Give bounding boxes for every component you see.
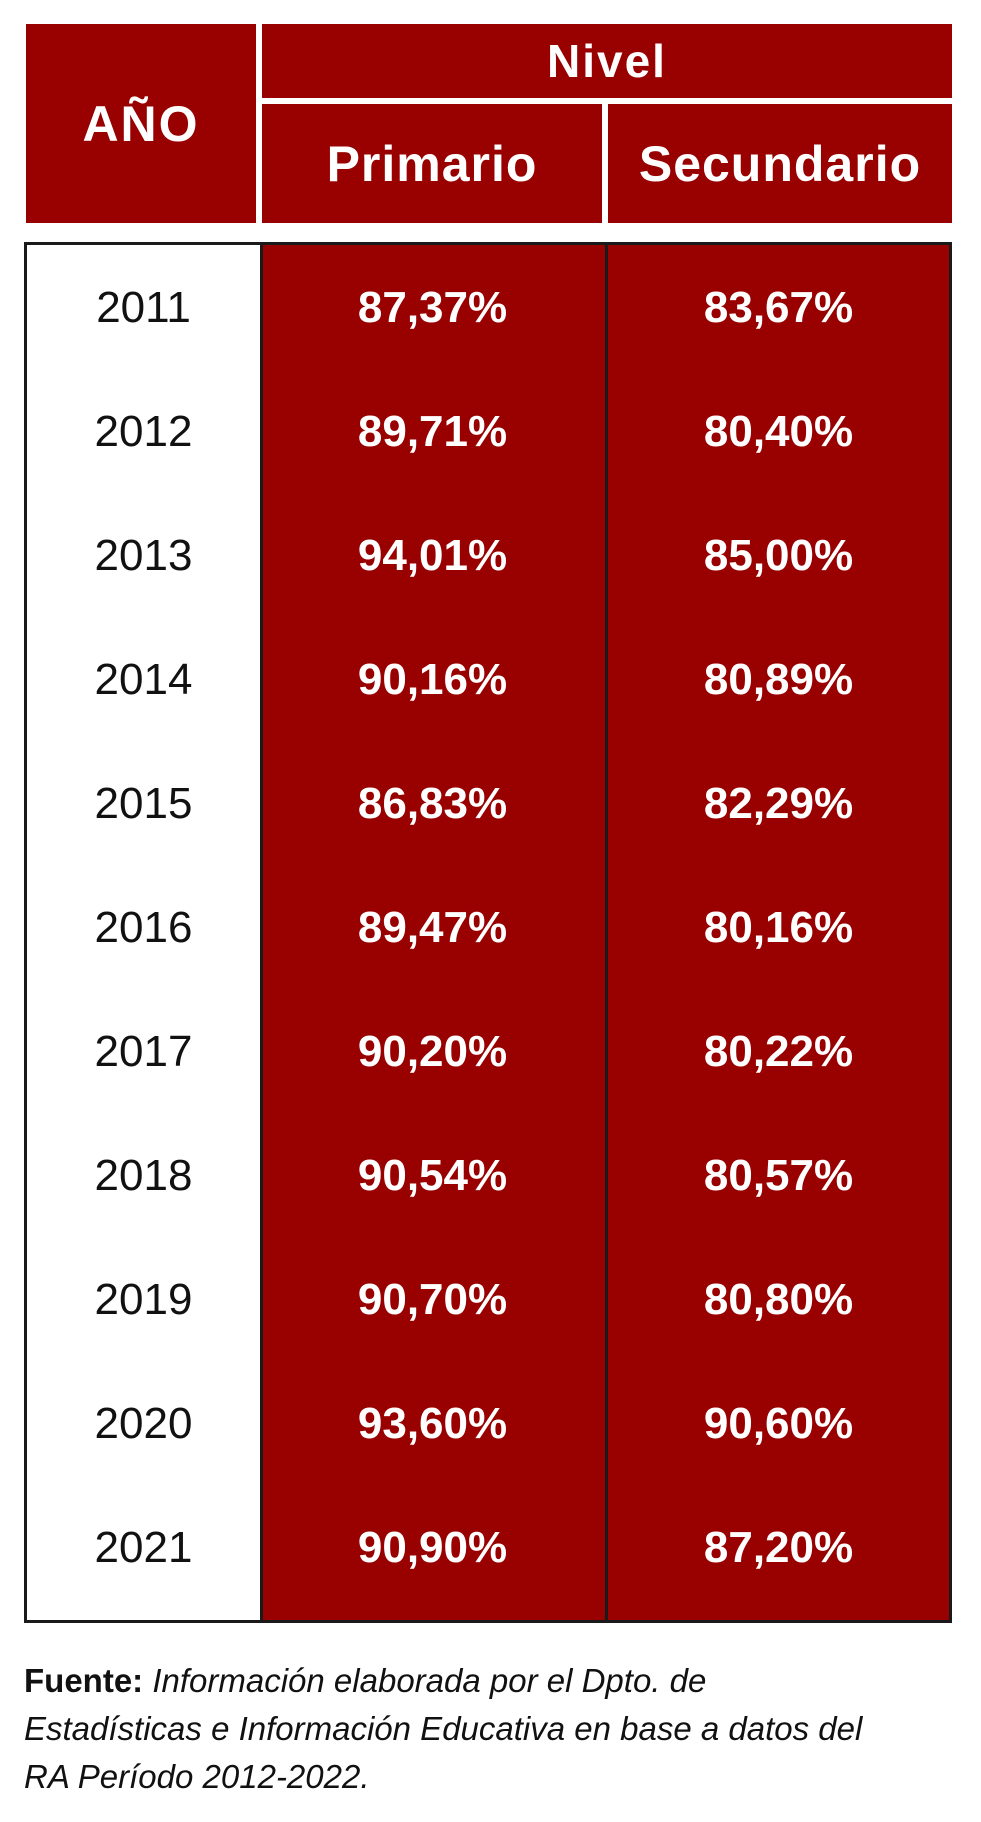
table-row: 2018 90,54% 80,57% xyxy=(27,1114,949,1238)
year-cell: 2012 xyxy=(94,407,193,456)
primario-value-cell: 89,71% xyxy=(357,407,508,456)
secundario-value-cell: 82,29% xyxy=(703,779,854,828)
secundario-value-cell: 80,80% xyxy=(703,1275,854,1324)
primario-value-cell: 90,16% xyxy=(357,655,508,704)
year-cell: 2017 xyxy=(94,1027,193,1076)
table-row: 2011 87,37% 83,67% xyxy=(27,246,949,370)
secundario-value-cell: 80,22% xyxy=(703,1027,854,1076)
primario-column-background xyxy=(260,245,605,1620)
secundario-value-cell: 83,67% xyxy=(703,283,854,332)
primario-value-cell: 94,01% xyxy=(357,531,508,580)
header-level-group: Nivel xyxy=(262,24,952,98)
table-row: 2013 94,01% 85,00% xyxy=(27,494,949,618)
table-row: 2014 90,16% 80,89% xyxy=(27,618,949,742)
table-row: 2015 86,83% 82,29% xyxy=(27,742,949,866)
header-secundario: Secundario xyxy=(608,104,952,223)
primario-value-cell: 87,37% xyxy=(357,283,508,332)
source-label: Fuente: xyxy=(24,1662,144,1699)
table-row: 2012 89,71% 80,40% xyxy=(27,370,949,494)
data-table: 2011 87,37% 83,67% 2012 89,71% 80,40% 2013 94,0… xyxy=(24,242,952,1623)
secundario-value-cell: 80,89% xyxy=(703,655,854,704)
table-row: 2020 93,60% 90,60% xyxy=(27,1362,949,1486)
secundario-value-cell: 87,20% xyxy=(703,1523,854,1572)
year-cell: 2013 xyxy=(94,531,193,580)
secundario-value-cell: 80,57% xyxy=(703,1151,854,1200)
year-cell: 2011 xyxy=(96,283,191,332)
table-row: 2021 90,90% 87,20% xyxy=(27,1486,949,1610)
primario-value-cell: 90,54% xyxy=(357,1151,508,1200)
secundario-value-cell: 80,16% xyxy=(703,903,854,952)
table-row: 2017 90,20% 80,22% xyxy=(27,990,949,1114)
header-year: AÑO xyxy=(26,24,256,223)
year-cell: 2015 xyxy=(94,779,193,828)
year-cell: 2016 xyxy=(94,903,193,952)
secundario-value-cell: 80,40% xyxy=(703,407,854,456)
source-line-1: Información elaborada por el Dpto. de xyxy=(152,1662,707,1699)
secundario-column-background xyxy=(605,245,949,1620)
year-cell: 2018 xyxy=(94,1151,193,1200)
year-cell: 2019 xyxy=(94,1275,193,1324)
year-cell: 2020 xyxy=(94,1399,193,1448)
source-line-2: Estadísticas e Información Educativa en … xyxy=(24,1710,863,1747)
table-row: 2016 89,47% 80,16% xyxy=(27,866,949,990)
secundario-value-cell: 90,60% xyxy=(703,1399,854,1448)
table-row: 2019 90,70% 80,80% xyxy=(27,1238,949,1362)
primario-value-cell: 90,70% xyxy=(357,1275,508,1324)
year-cell: 2021 xyxy=(94,1523,193,1572)
primario-value-cell: 89,47% xyxy=(357,903,508,952)
primario-value-cell: 90,90% xyxy=(357,1523,508,1572)
year-cell: 2014 xyxy=(94,655,193,704)
secundario-value-cell: 85,00% xyxy=(703,531,854,580)
primario-value-cell: 90,20% xyxy=(357,1027,508,1076)
source-note: Fuente: Información elaborada por el Dpt… xyxy=(24,1657,924,1801)
primario-value-cell: 86,83% xyxy=(357,779,508,828)
header-primario: Primario xyxy=(262,104,602,223)
primario-value-cell: 93,60% xyxy=(357,1399,508,1448)
table-body: 2011 87,37% 83,67% 2012 89,71% 80,40% 2013 94,0… xyxy=(27,245,949,1620)
source-line-3: RA Período 2012-2022. xyxy=(24,1758,370,1795)
